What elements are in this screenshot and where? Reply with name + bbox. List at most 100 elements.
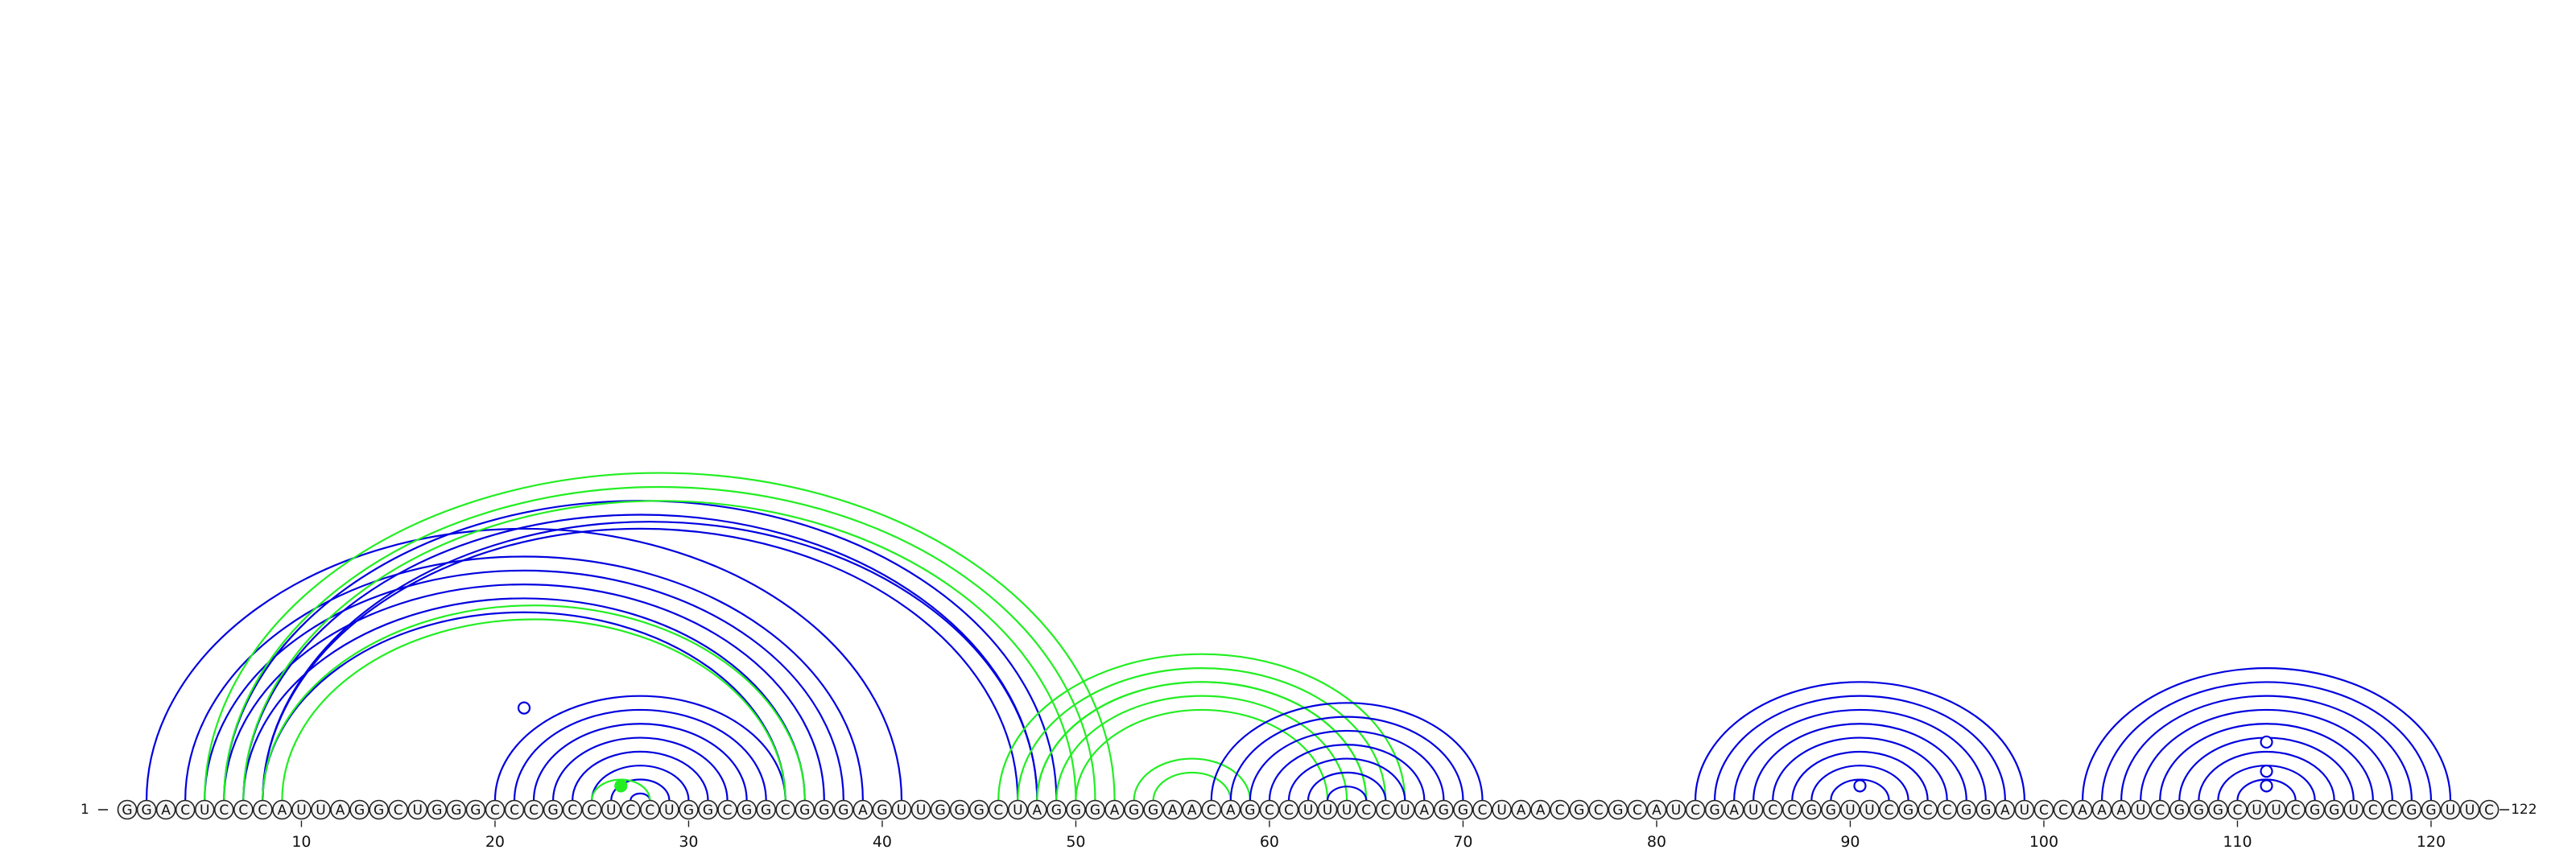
nucleotide-circle [2285, 799, 2306, 820]
nucleotide-19: G [465, 799, 486, 820]
base-pair-arc-blue-59-69 [1249, 729, 1445, 801]
nucleotide-letter: G [1826, 802, 1836, 819]
nucleotide-circle [1220, 799, 1241, 820]
nucleotide-letter: U [664, 802, 674, 819]
nucleotide-circle [2343, 799, 2364, 820]
nucleotide-circle [1588, 799, 1609, 820]
nucleotide-69: G [1434, 799, 1454, 820]
base-pair-arc-blue-20-35 [493, 695, 786, 801]
nucleotide-letter: G [2310, 802, 2320, 819]
nucleotide-59: G [1240, 799, 1261, 820]
tick-label-50: 50 [1066, 833, 1085, 851]
nucleotide-circle [2111, 799, 2132, 820]
nucleotide-circle [2033, 799, 2054, 820]
nucleotide-letter: U [1323, 802, 1332, 819]
nucleotide-letter: G [1961, 802, 1971, 819]
nucleotide-letter: A [336, 802, 345, 819]
base-pair-arc-blue-5-38 [204, 569, 844, 801]
base-pair-arc-blue-8-47 [262, 527, 1019, 801]
base-pair-arc-blue-105-118 [2140, 708, 2393, 801]
nucleotide-circle [117, 799, 138, 820]
nucleotide-29: U [659, 799, 679, 820]
nucleotide-57: C [1201, 799, 1222, 820]
nucleotide-circle [330, 799, 350, 820]
position-axis: 10 20 30 40 50 60 70 80 90 100 110 120 [291, 820, 2446, 851]
nucleotide-114: G [2305, 799, 2325, 820]
base-pair-arc-blue-84-97 [1733, 708, 1987, 801]
nucleotide-circle [2479, 799, 2500, 820]
nucleotide-54: G [1143, 799, 1163, 820]
nucleotide-letter: G [1710, 802, 1720, 819]
nucleotide-letter: C [645, 802, 654, 819]
nucleotide-letter: G [741, 802, 752, 819]
nucleotide-letter: G [838, 802, 848, 819]
nucleotide-letter: C [587, 802, 597, 819]
nucleotide-119: G [2401, 799, 2422, 820]
nucleotide-10: U [291, 799, 312, 820]
nucleotide-letter: G [761, 802, 771, 819]
base-pair-arc-blue-58-70 [1229, 716, 1464, 801]
nucleotide-letter: U [200, 802, 209, 819]
nucleotide-letter: G [2194, 802, 2204, 819]
nucleotide-letter: U [606, 802, 616, 819]
nucleotide-circle [2014, 799, 2035, 820]
nucleotide-letter: U [1864, 802, 1874, 819]
nucleotide-letter: G [1090, 802, 1100, 819]
nucleotide-circle [1608, 799, 1629, 820]
nucleotide-letter: A [858, 802, 868, 819]
nucleotide-letter: A [1729, 802, 1739, 819]
nucleotide-87: C [1782, 799, 1802, 820]
nucleotide-56: A [1182, 799, 1203, 820]
nucleotide-16: U [407, 799, 428, 820]
nucleotide-letter: C [394, 802, 403, 819]
nucleotide-28: C [640, 799, 660, 820]
nucleotide-77: C [1588, 799, 1609, 820]
nucleotide-101: C [2053, 799, 2074, 820]
nucleotide-circle [1782, 799, 1802, 820]
nucleotide-letter: C [1284, 802, 1294, 819]
base-pair-arc-blue-62-66 [1307, 771, 1387, 801]
nucleotide-98: A [1995, 799, 2016, 820]
nucleotide-letter: C [2233, 802, 2243, 819]
nucleotide-circle [1162, 799, 1183, 820]
nucleotide-13: G [349, 799, 369, 820]
nucleotide-circle [465, 799, 486, 820]
nucleotide-circle [1627, 799, 1648, 820]
nucleotide-circle [1937, 799, 1957, 820]
nucleotide-circle [1414, 799, 1435, 820]
nucleotide-41: U [891, 799, 912, 820]
nucleotide-letter: G [2425, 802, 2436, 819]
nucleotide-85: U [1743, 799, 1764, 820]
base-pair-arc-blue-24-31 [572, 750, 709, 801]
nucleotide-circle [891, 799, 912, 820]
nucleotide-letter: A [1168, 802, 1178, 819]
nucleotide-circle [2363, 799, 2384, 820]
nucleotide-letter: U [1748, 802, 1758, 819]
nucleotide-circle [1434, 799, 1454, 820]
nucleotide-circle [1646, 799, 1667, 820]
nucleotide-circle [523, 799, 544, 820]
nucleotide-letter: U [1013, 802, 1022, 819]
base-pair-arc-blue-27-28 [630, 792, 651, 801]
nucleotide-letter: G [451, 802, 461, 819]
nucleotide-47: U [1008, 799, 1028, 820]
nucleotide-letter: A [161, 802, 171, 819]
nucleotide-circle [1356, 799, 1377, 820]
nucleotide-letter: U [316, 802, 325, 819]
nucleotide-circle [852, 799, 873, 820]
nucleotide-76: G [1569, 799, 1590, 820]
nucleotide-34: G [756, 799, 776, 820]
nucleotide-circle [581, 799, 602, 820]
nucleotide-letter: G [374, 802, 384, 819]
base-pair-arc-green-46-67 [997, 653, 1406, 801]
nucleotide-circle [795, 799, 815, 820]
nucleotide-circle [1821, 799, 1841, 820]
nucleotide-circle [1995, 799, 2016, 820]
nucleotide-9: A [272, 799, 292, 820]
base-pair-arc-green-6-51 [223, 485, 1096, 801]
nucleotide-96: G [1956, 799, 1977, 820]
nucleotide-circle [1066, 799, 1086, 820]
nucleotide-65: C [1356, 799, 1377, 820]
nucleotide-circle [1802, 799, 1822, 820]
base-pair-arc-blue-61-67 [1287, 757, 1406, 801]
